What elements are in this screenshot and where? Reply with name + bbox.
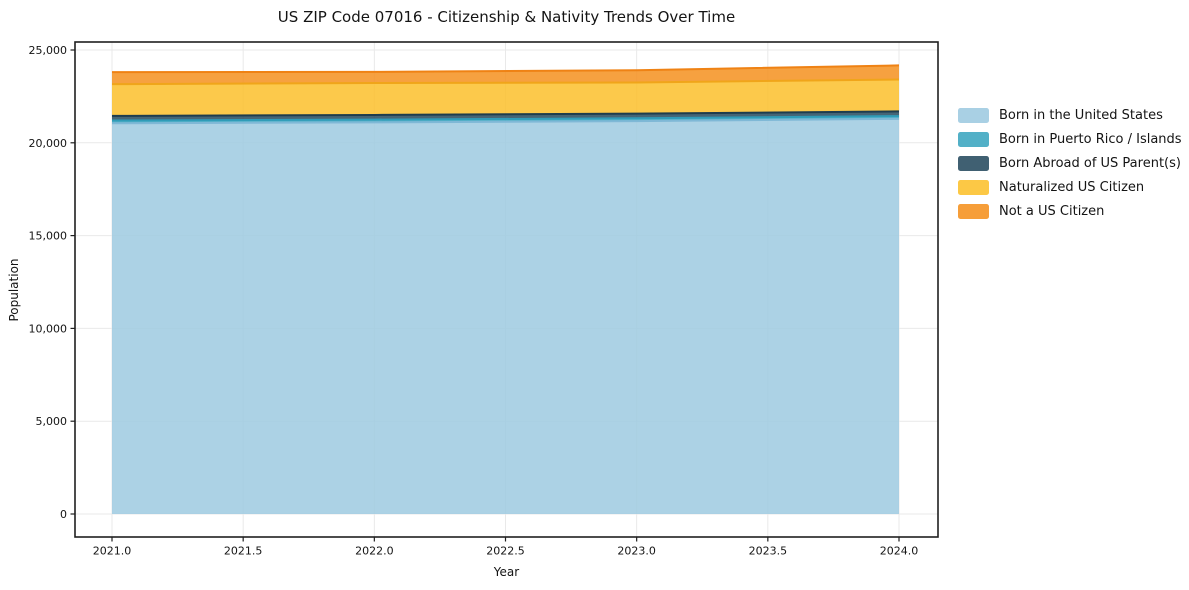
edge-naturalized-us-citizen: [111, 78, 900, 86]
x-tick-label: 2022.5: [486, 545, 525, 558]
legend-swatch-born-in-the-united-states: [958, 107, 989, 123]
legend-item-born-abroad-of-us-parent-s: Born Abroad of US Parent(s): [958, 151, 1182, 175]
x-tick-label: 2021.5: [224, 545, 263, 558]
legend-swatch-not-a-us-citizen: [958, 203, 989, 219]
legend: Born in the United States Born in Puerto …: [958, 103, 1182, 223]
legend-swatch-born-abroad-of-us-parent-s: [958, 155, 989, 171]
legend-label: Born in Puerto Rico / Islands: [999, 131, 1182, 147]
legend-item-born-in-the-united-states: Born in the United States: [958, 103, 1182, 127]
y-tick-label: 25,000: [29, 44, 68, 57]
legend-label: Not a US Citizen: [999, 203, 1105, 219]
edge-born-in-puerto-rico-islands: [111, 115, 900, 122]
legend-item-born-in-puerto-rico-islands: Born in Puerto Rico / Islands: [958, 127, 1182, 151]
x-tick-label: 2021.0: [93, 545, 132, 558]
legend-label: Born in the United States: [999, 107, 1163, 123]
y-tick-label: 0: [60, 508, 67, 521]
chart-title: US ZIP Code 07016 - Citizenship & Nativi…: [277, 8, 736, 26]
x-tick-label: 2022.0: [355, 545, 394, 558]
legend-swatch-naturalized-us-citizen: [958, 179, 989, 195]
y-tick-label: 15,000: [29, 230, 68, 243]
legend-item-naturalized-us-citizen: Naturalized US Citizen: [958, 175, 1182, 199]
legend-label: Naturalized US Citizen: [999, 179, 1145, 195]
plot-border: [74, 41, 939, 538]
legend-item-not-a-us-citizen: Not a US Citizen: [958, 199, 1182, 223]
edge-born-abroad-of-us-parent-s: [111, 110, 900, 117]
x-tick-label: 2023.0: [617, 545, 656, 558]
y-tick-label: 20,000: [29, 137, 68, 150]
legend-swatch-born-in-puerto-rico-islands: [958, 131, 989, 147]
x-tick-label: 2023.5: [749, 545, 788, 558]
area-born-in-the-united-states: [112, 118, 899, 514]
legend-label: Born Abroad of US Parent(s): [999, 155, 1181, 171]
area-not-a-us-citizen: [112, 65, 899, 85]
x-tick-label: 2024.0: [880, 545, 919, 558]
edge-born-in-the-united-states: [111, 117, 900, 125]
edge-not-a-us-citizen: [111, 64, 900, 74]
y-tick-label: 10,000: [29, 322, 68, 335]
area-naturalized-us-citizen: [112, 79, 899, 116]
y-tick-label: 5,000: [36, 415, 68, 428]
x-axis-label: Year: [493, 565, 520, 579]
y-axis-label: Population: [7, 258, 21, 322]
